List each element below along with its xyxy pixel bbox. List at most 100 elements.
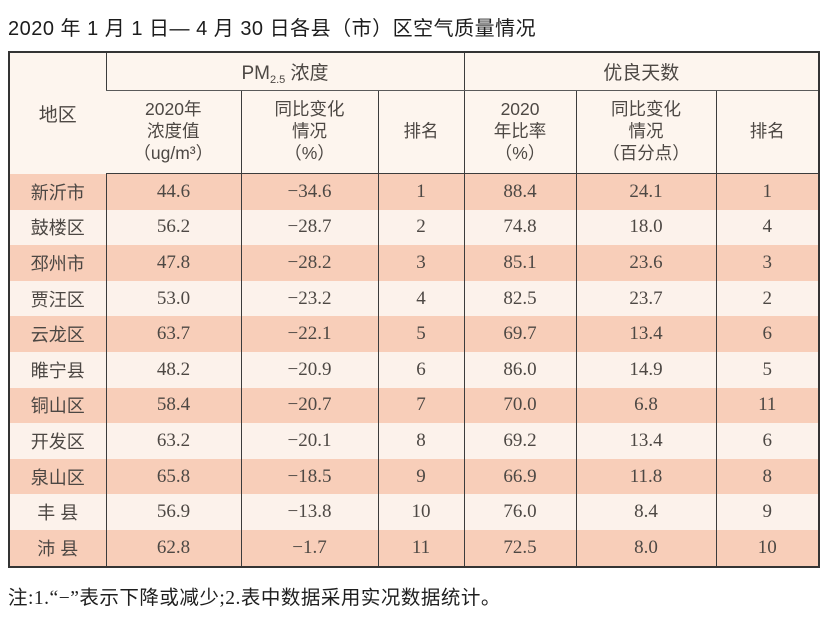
good-rank-cell: 5	[715, 351, 820, 388]
region-cell: 鼓楼区	[9, 209, 106, 246]
good-change-cell: 14.9	[575, 351, 717, 388]
pm-change-cell: −23.2	[240, 280, 378, 317]
region-cell: 沛 县	[9, 529, 106, 567]
good-rate-cell: 69.7	[463, 316, 577, 352]
pm-rank-cell: 5	[377, 316, 465, 352]
pm-rank-cell: 9	[377, 458, 465, 495]
pm-change-cell: −18.5	[240, 458, 378, 495]
col-group-good-days: 优良天数	[463, 52, 820, 91]
good-rate-cell: 82.5	[463, 280, 577, 317]
region-cell: 睢宁县	[9, 351, 106, 388]
region-cell: 泉山区	[9, 458, 106, 495]
pm-change-cell: −28.2	[240, 245, 378, 281]
col-header-pm-rank: 排名	[377, 90, 465, 174]
pm-rank-cell: 6	[377, 351, 465, 388]
pm-rank-cell: 7	[377, 387, 465, 424]
pm-value-cell: 63.2	[105, 423, 241, 459]
region-cell: 贾汪区	[9, 280, 106, 317]
table-row: 新沂市 44.6 −34.6 1 88.4 24.1 1	[9, 173, 820, 210]
good-change-cell: 23.6	[575, 245, 717, 281]
good-rate-cell: 88.4	[463, 173, 577, 210]
col-group-pm25: PM2.5 浓度	[105, 52, 465, 91]
table-row: 贾汪区 53.0 −23.2 4 82.5 23.7 2	[9, 280, 820, 317]
region-cell: 丰 县	[9, 494, 106, 530]
col-header-region: 地区	[9, 52, 106, 174]
good-rank-cell: 1	[715, 173, 820, 210]
good-rate-cell: 69.2	[463, 423, 577, 459]
good-rate-cell: 72.5	[463, 529, 577, 567]
pm-change-cell: −20.7	[240, 387, 378, 424]
footer-note: 注:1.“−”表示下降或减少;2.表中数据采用实况数据统计。	[8, 587, 501, 609]
good-rank-cell: 6	[715, 316, 820, 352]
pm-rank-cell: 10	[377, 494, 465, 530]
good-change-cell: 8.4	[575, 494, 717, 530]
region-cell: 新沂市	[9, 173, 106, 210]
pm-change-cell: −34.6	[240, 173, 378, 210]
table-row: 铜山区 58.4 −20.7 7 70.0 6.8 11	[9, 387, 820, 424]
good-rate-cell: 86.0	[463, 351, 577, 388]
table-row: 邳州市 47.8 −28.2 3 85.1 23.6 3	[9, 245, 820, 281]
table-row: 丰 县 56.9 −13.8 10 76.0 8.4 9	[9, 494, 820, 530]
pm25-label-prefix: PM	[241, 62, 270, 84]
table-row: 开发区 63.2 −20.1 8 69.2 13.4 6	[9, 423, 820, 459]
good-change-cell: 23.7	[575, 280, 717, 317]
good-change-cell: 8.0	[575, 529, 717, 567]
pm-value-cell: 65.8	[105, 458, 241, 495]
good-rank-cell: 10	[715, 529, 820, 567]
table-row: 泉山区 65.8 −18.5 9 66.9 11.8 8	[9, 458, 820, 495]
pm-value-cell: 47.8	[105, 245, 241, 281]
pm25-label-suffix: 浓度	[285, 62, 329, 84]
col-header-pm-value: 2020年 浓度值 （ug/m³）	[106, 90, 241, 174]
pm-value-cell: 56.9	[105, 494, 241, 530]
good-change-cell: 24.1	[575, 173, 717, 210]
good-rank-cell: 8	[715, 458, 820, 495]
region-cell: 邳州市	[9, 245, 106, 281]
pm-change-cell: −28.7	[240, 209, 378, 246]
region-cell: 开发区	[9, 423, 106, 459]
pm-change-cell: −20.9	[240, 351, 378, 388]
good-rank-cell: 2	[715, 280, 820, 317]
pm-change-cell: −13.8	[240, 494, 378, 530]
pm-value-cell: 44.6	[105, 173, 241, 210]
table-body: 新沂市 44.6 −34.6 1 88.4 24.1 1 鼓楼区 56.2 −2…	[9, 173, 820, 567]
good-rank-cell: 4	[715, 209, 820, 246]
pm-rank-cell: 4	[377, 280, 465, 317]
pm-change-cell: −1.7	[240, 529, 378, 567]
pm-value-cell: 53.0	[105, 280, 241, 317]
good-change-cell: 13.4	[575, 423, 717, 459]
good-rank-cell: 6	[715, 423, 820, 459]
region-cell: 铜山区	[9, 387, 106, 424]
pm25-label-subscript: 2.5	[269, 73, 286, 86]
pm-rank-cell: 11	[377, 529, 465, 567]
pm-value-cell: 62.8	[105, 529, 241, 567]
good-change-cell: 13.4	[575, 316, 717, 352]
good-change-cell: 11.8	[575, 458, 717, 495]
pm-value-cell: 63.7	[105, 316, 241, 352]
col-header-pm-change: 同比变化 情况 （%）	[240, 90, 378, 174]
col-header-good-change: 同比变化 情况 （百分点）	[575, 90, 717, 174]
col-header-good-rate: 2020 年比率 （%）	[463, 90, 577, 174]
good-change-cell: 18.0	[575, 209, 717, 246]
good-change-cell: 6.8	[575, 387, 717, 424]
pm-rank-cell: 3	[377, 245, 465, 281]
table-row: 沛 县 62.8 −1.7 11 72.5 8.0 10	[9, 529, 820, 567]
col-header-good-rank: 排名	[715, 90, 820, 174]
region-cell: 云龙区	[9, 316, 106, 352]
pm-rank-cell: 1	[377, 173, 465, 210]
good-rank-cell: 9	[715, 494, 820, 530]
good-rate-cell: 76.0	[463, 494, 577, 530]
pm-value-cell: 48.2	[105, 351, 241, 388]
pm-rank-cell: 8	[377, 423, 465, 459]
good-rate-cell: 70.0	[463, 387, 577, 424]
table-header: 地区 PM2.5 浓度 优良天数 2020年 浓度值 （ug/m³） 同比变化 …	[9, 52, 820, 174]
good-rate-cell: 74.8	[463, 209, 577, 246]
good-rate-cell: 66.9	[463, 458, 577, 495]
pm-change-cell: −22.1	[240, 316, 378, 352]
pm-value-cell: 56.2	[105, 209, 241, 246]
table-row: 云龙区 63.7 −22.1 5 69.7 13.4 6	[9, 316, 820, 352]
good-rank-cell: 3	[715, 245, 820, 281]
table-row: 睢宁县 48.2 −20.9 6 86.0 14.9 5	[9, 351, 820, 388]
sub-header-row: 2020年 浓度值 （ug/m³） 同比变化 情况 （%） 排名 2020 年比…	[9, 90, 820, 174]
good-rate-cell: 85.1	[463, 245, 577, 281]
